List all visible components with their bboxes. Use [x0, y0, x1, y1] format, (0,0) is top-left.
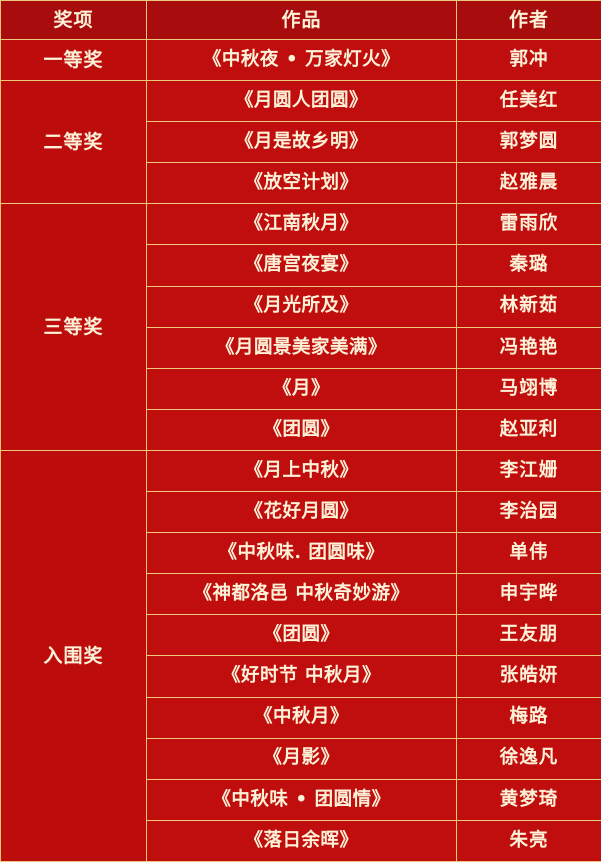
table-row: 《唐宫夜宴》 秦璐	[1, 244, 601, 287]
author-name-cell: 梅路	[456, 696, 601, 739]
award-category-cell: 三等奖	[0, 203, 147, 451]
table-row: 《月》 马翊博	[1, 367, 601, 410]
author-name-cell: 冯艳艳	[456, 326, 601, 369]
work-title-cell: 《中秋月》	[146, 696, 457, 739]
work-title-cell: 《花好月圆》	[146, 491, 457, 534]
table-row: 《神都洛邑 中秋奇妙游》 申宇晔	[1, 573, 601, 616]
table-body: 一等奖 《中秋夜 • 万家灯火》 郭冲 二等奖 《月圆人团圆》 任美红 《月是故乡明》 郭梦圆…	[0, 38, 601, 862]
work-title-cell: 《中秋味 • 团圆情》	[146, 778, 457, 821]
table-row: 《团圆》 王友朋	[1, 614, 601, 657]
table-row: 《月圆景美家美满》 冯艳艳	[1, 326, 601, 369]
table-row: 《中秋月》 梅路	[1, 696, 601, 739]
author-name-cell: 任美红	[456, 80, 601, 123]
work-title-cell: 《月圆景美家美满》	[146, 326, 457, 369]
work-title-cell: 《神都洛邑 中秋奇妙游》	[146, 573, 457, 616]
author-name-cell: 王友朋	[456, 614, 601, 657]
author-name-cell: 林新茹	[456, 285, 601, 328]
column-header-author: 作者	[456, 0, 601, 40]
author-name-cell: 朱亮	[456, 819, 601, 862]
author-name-cell: 张皓妍	[456, 655, 601, 698]
work-title-cell: 《月圆人团圆》	[146, 80, 457, 123]
table-row: 《好时节 中秋月》 张皓妍	[1, 655, 601, 698]
work-title-cell: 《中秋味. 团圆味》	[146, 532, 457, 575]
author-name-cell: 黄梦琦	[456, 778, 601, 821]
author-name-cell: 雷雨欣	[456, 203, 601, 246]
award-category-cell: 二等奖	[0, 80, 147, 205]
author-name-cell: 李江姗	[456, 449, 601, 493]
author-name-cell: 徐逸凡	[456, 737, 601, 780]
table-row: 《花好月圆》 李治园	[1, 491, 601, 534]
work-title-cell: 《唐宫夜宴》	[146, 244, 457, 287]
author-name-cell: 赵雅晨	[456, 162, 601, 205]
work-title-cell: 《月是故乡明》	[146, 121, 457, 164]
table-row: 《月光所及》 林新茹	[1, 285, 601, 328]
author-name-cell: 单伟	[456, 532, 601, 575]
column-header-award: 奖项	[0, 0, 147, 40]
table-row: 三等奖 《江南秋月》 雷雨欣	[0, 203, 601, 451]
table-row: 二等奖 《月圆人团圆》 任美红	[0, 80, 601, 205]
work-title-cell: 《好时节 中秋月》	[146, 655, 457, 698]
work-title-cell: 《月上中秋》	[146, 449, 457, 493]
work-title-cell: 《团圆》	[146, 614, 457, 657]
award-category-cell: 入围奖	[0, 449, 147, 862]
work-title-cell: 《江南秋月》	[146, 203, 457, 246]
work-title-cell: 《团圆》	[146, 408, 457, 451]
author-name-cell: 李治园	[456, 491, 601, 534]
table-row: 《落日余晖》 朱亮	[1, 819, 601, 862]
author-name-cell: 郭梦圆	[456, 121, 601, 164]
author-name-cell: 马翊博	[456, 367, 601, 410]
author-name-cell: 秦璐	[456, 244, 601, 287]
table-row: 《月是故乡明》 郭梦圆	[1, 121, 601, 164]
table-row: 《团圆》 赵亚利	[1, 408, 601, 451]
work-title-cell: 《月影》	[146, 737, 457, 780]
table-row: 入围奖 《月上中秋》 李江姗	[0, 449, 601, 862]
award-category-cell: 一等奖	[0, 38, 147, 82]
table-row: 《中秋味 • 团圆情》 黄梦琦	[1, 778, 601, 821]
author-name-cell: 赵亚利	[456, 408, 601, 451]
table-row: 《月影》 徐逸凡	[1, 737, 601, 780]
work-title-cell: 《中秋夜 • 万家灯火》	[146, 38, 457, 82]
column-header-work: 作品	[146, 0, 457, 40]
table-row: 一等奖 《中秋夜 • 万家灯火》 郭冲	[0, 38, 601, 82]
table-header: 奖项 作品 作者	[0, 0, 601, 40]
work-title-cell: 《月》	[146, 367, 457, 410]
work-title-cell: 《月光所及》	[146, 285, 457, 328]
author-name-cell: 申宇晔	[456, 573, 601, 616]
work-title-cell: 《放空计划》	[146, 162, 457, 205]
work-title-cell: 《落日余晖》	[146, 819, 457, 862]
table-header-row: 奖项 作品 作者	[0, 0, 601, 40]
author-name-cell: 郭冲	[456, 38, 601, 82]
